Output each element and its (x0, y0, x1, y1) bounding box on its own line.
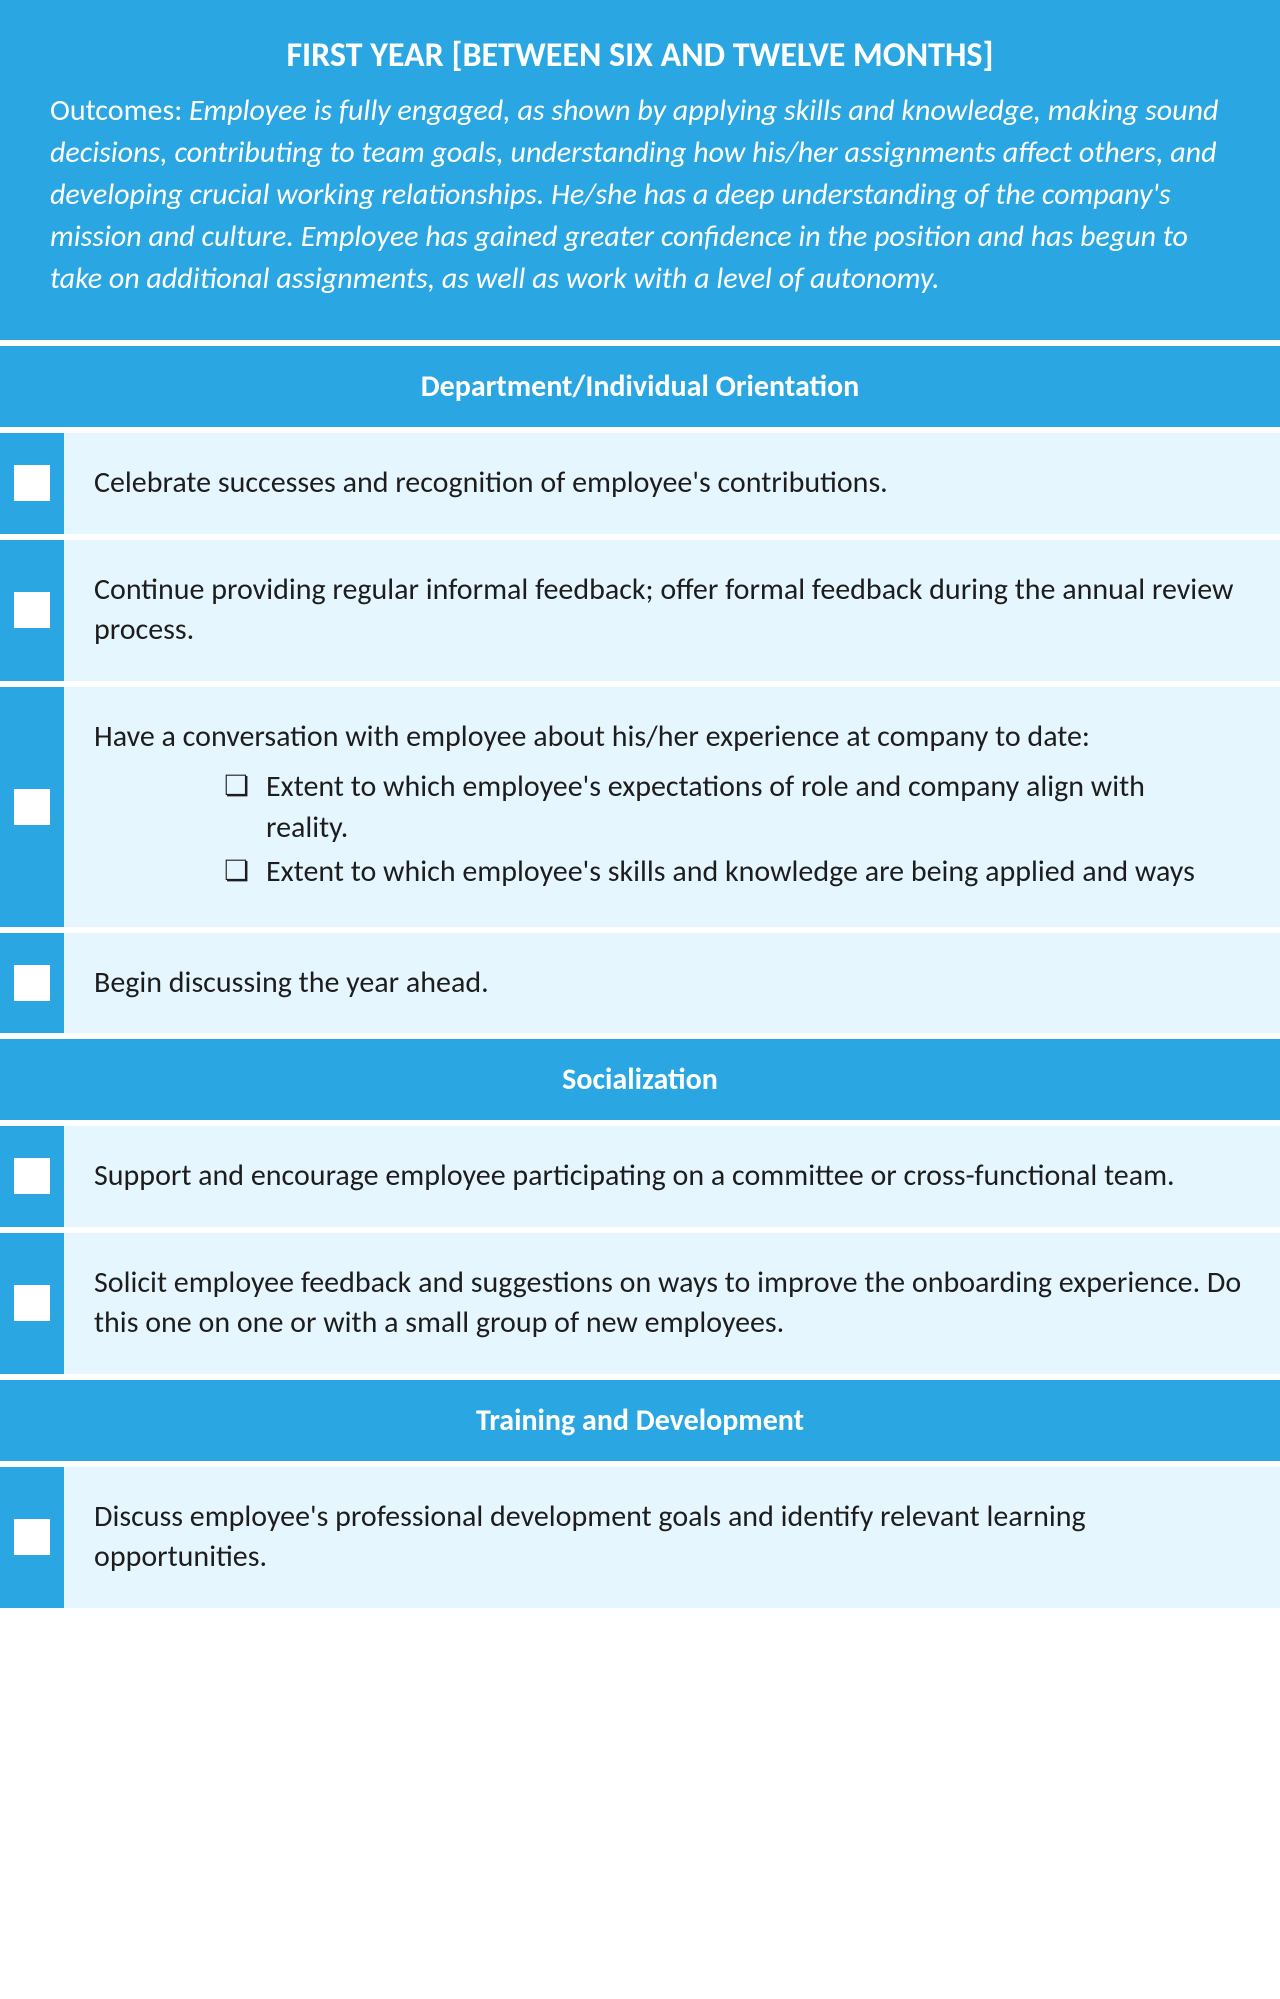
outcomes-text: Outcomes: Employee is fully engaged, as … (50, 90, 1230, 300)
outcomes-label: Outcomes: (50, 92, 189, 129)
section-header-dept: Department/Individual Orientation (0, 340, 1280, 427)
section-header-social: Socialization (0, 1033, 1280, 1120)
check-col (0, 1233, 64, 1374)
item-text: Support and encourage employee participa… (64, 1126, 1280, 1227)
check-col (0, 687, 64, 927)
checkbox[interactable] (14, 965, 50, 1001)
check-col (0, 1467, 64, 1608)
check-row: Discuss employee's professional developm… (0, 1461, 1280, 1608)
item-text: Begin discussing the year ahead. (64, 933, 1280, 1034)
check-row: Support and encourage employee participa… (0, 1120, 1280, 1227)
header-block: FIRST YEAR [BETWEEN SIX AND TWELVE MONTH… (0, 0, 1280, 340)
check-row: Have a conversation with employee about … (0, 681, 1280, 927)
item-text: Have a conversation with employee about … (64, 687, 1280, 927)
item-lead: Have a conversation with employee about … (94, 717, 1244, 758)
check-col (0, 540, 64, 681)
checkbox[interactable] (14, 1285, 50, 1321)
check-row: Continue providing regular informal feed… (0, 534, 1280, 681)
check-col (0, 1126, 64, 1227)
item-text: Celebrate successes and recognition of e… (64, 433, 1280, 534)
item-text: Solicit employee feedback and suggestion… (64, 1233, 1280, 1374)
sub-item: Extent to which employee's expectations … (224, 767, 1204, 848)
check-col (0, 433, 64, 534)
checkbox[interactable] (14, 1519, 50, 1555)
check-row: Celebrate successes and recognition of e… (0, 427, 1280, 534)
item-text: Continue providing regular informal feed… (64, 540, 1280, 681)
sub-item: Extent to which employee's skills and kn… (224, 852, 1204, 893)
section-header-training: Training and Development (0, 1374, 1280, 1461)
check-row: Solicit employee feedback and suggestion… (0, 1227, 1280, 1374)
outcomes-body: Employee is fully engaged, as shown by a… (50, 92, 1218, 297)
item-text: Discuss employee's professional developm… (64, 1467, 1280, 1608)
check-col (0, 933, 64, 1034)
document-container: FIRST YEAR [BETWEEN SIX AND TWELVE MONTH… (0, 0, 1280, 1608)
page-title: FIRST YEAR [BETWEEN SIX AND TWELVE MONTH… (50, 35, 1230, 76)
sub-list: Extent to which employee's expectations … (94, 767, 1244, 893)
checkbox[interactable] (14, 465, 50, 501)
checkbox[interactable] (14, 1158, 50, 1194)
checkbox[interactable] (14, 789, 50, 825)
check-row: Begin discussing the year ahead. (0, 927, 1280, 1034)
checkbox[interactable] (14, 592, 50, 628)
